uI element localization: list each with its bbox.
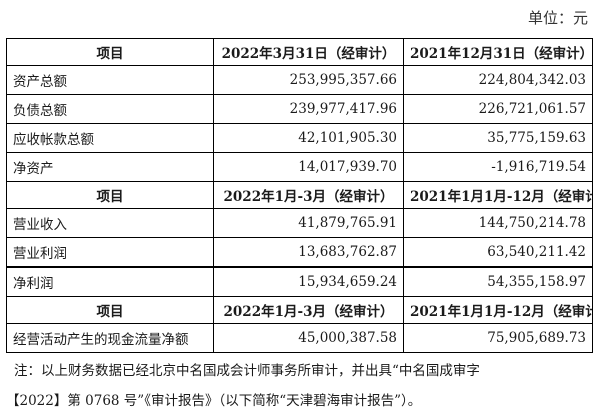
row-value-prior: -1,916,719.54 xyxy=(403,152,593,182)
table-row: 资产总额 253,995,357.66 224,804,342.03 xyxy=(6,65,593,95)
header-cell-item: 项目 xyxy=(6,296,214,324)
table-row: 应收帐款总额 42,101,905.30 35,775,159.63 xyxy=(6,123,593,153)
row-value-prior: 226,721,061.57 xyxy=(403,94,593,124)
row-label: 经营活动产生的现金流量净额 xyxy=(6,323,214,353)
header-cell-period-current: 2022年1月-3月（经审计） xyxy=(213,181,404,209)
row-label: 营业收入 xyxy=(6,208,214,238)
note-line-1: 注：以上财务数据已经北京中名国成会计师事务所审计，并出具“中名国成审字 xyxy=(14,363,480,379)
row-label: 负债总额 xyxy=(6,94,214,124)
row-value-current: 45,000,387.58 xyxy=(213,323,404,353)
table-row: 净资产 14,017,939.70 -1,916,719.54 xyxy=(6,152,593,182)
header-cell-period-prior: 2021年1月1月-12月（经审计） xyxy=(403,296,593,324)
row-value-current: 13,683,762.87 xyxy=(213,237,404,268)
row-label: 营业利润 xyxy=(6,237,214,268)
note-line-2: 【2022】第 0768 号”《审计报告》（以下简称“天津碧海审计报告”）。 xyxy=(6,393,422,409)
header-cell-period-prior: 2021年1月1月-12月（经审计） xyxy=(403,181,593,209)
row-value-prior: 54,355,158.97 xyxy=(403,266,593,297)
row-value-current: 253,995,357.66 xyxy=(213,65,404,95)
table-header-row: 项目 2022年1月-3月（经审计） 2021年1月1月-12月（经审计） xyxy=(6,181,593,209)
row-value-prior: 35,775,159.63 xyxy=(403,123,593,153)
header-cell-item: 项目 xyxy=(6,38,214,66)
row-value-current: 239,977,417.96 xyxy=(213,94,404,124)
table-header-row: 项目 2022年1月-3月（经审计） 2021年1月1月-12月（经审计） xyxy=(6,296,593,324)
unit-label: 单位：元 xyxy=(527,9,588,27)
row-value-current: 41,879,765.91 xyxy=(213,208,404,238)
table-row: 净利润 15,934,659.24 54,355,158.97 xyxy=(6,266,593,297)
table-row: 经营活动产生的现金流量净额 45,000,387.58 75,905,689.7… xyxy=(6,323,593,353)
financial-table: 项目 2022年3月31日（经审计） 2021年12月31日（经审计） 资产总额… xyxy=(6,38,593,353)
table-row: 营业收入 41,879,765.91 144,750,214.78 xyxy=(6,208,593,238)
row-value-prior: 224,804,342.03 xyxy=(403,65,593,95)
table-row: 负债总额 239,977,417.96 226,721,061.57 xyxy=(6,94,593,124)
row-value-prior: 144,750,214.78 xyxy=(403,208,593,238)
header-cell-item: 项目 xyxy=(6,181,214,209)
row-value-current: 42,101,905.30 xyxy=(213,123,404,153)
header-cell-period-prior: 2021年12月31日（经审计） xyxy=(403,38,593,66)
row-label: 净资产 xyxy=(6,152,214,182)
row-value-prior: 75,905,689.73 xyxy=(403,323,593,353)
table-header-row: 项目 2022年3月31日（经审计） 2021年12月31日（经审计） xyxy=(6,38,593,66)
row-value-prior: 63,540,211.42 xyxy=(403,237,593,268)
row-value-current: 15,934,659.24 xyxy=(213,266,404,297)
row-label: 应收帐款总额 xyxy=(6,123,214,153)
row-label: 资产总额 xyxy=(6,65,214,95)
header-cell-period-current: 2022年3月31日（经审计） xyxy=(213,38,404,66)
header-cell-period-current: 2022年1月-3月（经审计） xyxy=(213,296,404,324)
row-label: 净利润 xyxy=(6,266,214,297)
table-row: 营业利润 13,683,762.87 63,540,211.42 xyxy=(6,237,593,268)
row-value-current: 14,017,939.70 xyxy=(213,152,404,182)
